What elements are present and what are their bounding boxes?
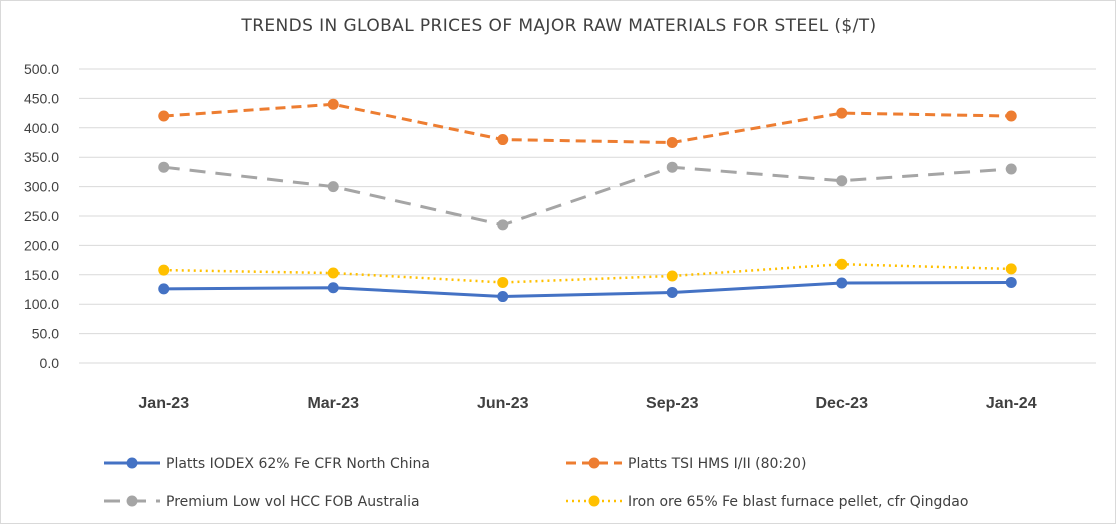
series-lines	[158, 98, 1017, 303]
data-point	[666, 286, 678, 298]
data-point	[1005, 110, 1017, 122]
x-axis-ticks: Jan-23 Mar-23 Jun-23 Sep-23 Dec-23 Jan-24	[138, 395, 1036, 412]
x-tick-label: Dec-23	[816, 395, 869, 412]
data-point	[497, 219, 509, 231]
data-point	[836, 107, 848, 119]
data-point	[1005, 163, 1017, 175]
legend-label: Premium Low vol HCC FOB Australia	[166, 494, 420, 510]
data-point	[836, 277, 848, 289]
series-line	[163, 280, 1012, 299]
data-point	[1005, 263, 1017, 275]
data-point	[158, 283, 170, 295]
data-point	[327, 98, 339, 110]
series-1	[158, 98, 1017, 148]
x-tick-label: Jan-24	[986, 395, 1037, 412]
series-0	[158, 276, 1017, 303]
legend-label: Iron ore 65% Fe blast furnace pellet, cf…	[628, 494, 968, 510]
y-tick-label: 450.0	[24, 90, 59, 106]
data-point	[666, 161, 678, 173]
y-tick-label: 150.0	[24, 267, 59, 283]
legend-marker	[126, 495, 138, 507]
series-line	[163, 102, 1012, 144]
series-2	[158, 161, 1017, 231]
data-point	[1005, 276, 1017, 288]
data-point	[327, 282, 339, 294]
chart-title: TRENDS IN GLOBAL PRICES OF MAJOR RAW MAT…	[240, 16, 876, 36]
data-point	[497, 291, 509, 303]
data-point	[666, 137, 678, 148]
series-line	[163, 262, 1012, 284]
y-tick-label: 100.0	[24, 296, 59, 312]
legend-item: Platts IODEX 62% Fe CFR North China	[104, 456, 430, 472]
data-point	[158, 264, 170, 276]
x-tick-label: Mar-23	[307, 395, 359, 412]
data-point	[666, 270, 678, 282]
legend-item: Iron ore 65% Fe blast furnace pellet, cf…	[566, 494, 968, 510]
data-point	[497, 134, 509, 146]
y-tick-label: 500.0	[24, 61, 59, 77]
y-tick-label: 300.0	[24, 179, 59, 195]
legend: Platts IODEX 62% Fe CFR North China Platt…	[104, 456, 968, 510]
legend-marker	[588, 495, 600, 507]
y-axis-ticks: 0.0 50.0 100.0 150.0 200.0 250.0 300.0 350.0 400…	[24, 61, 59, 371]
series-3	[158, 258, 1017, 288]
legend-marker	[126, 457, 138, 469]
data-point	[327, 267, 339, 279]
x-tick-label: Jun-23	[477, 395, 529, 412]
data-point	[158, 110, 170, 122]
data-point	[836, 175, 848, 187]
legend-label: Platts IODEX 62% Fe CFR North China	[166, 456, 430, 472]
legend-label: Platts TSI HMS I/II (80:20)	[628, 456, 806, 472]
data-point	[497, 276, 509, 288]
x-tick-label: Jan-23	[138, 395, 189, 412]
x-tick-label: Sep-23	[646, 395, 699, 412]
data-point	[327, 181, 339, 193]
series-line	[163, 165, 1012, 227]
y-tick-label: 0.0	[40, 355, 60, 371]
y-tick-label: 200.0	[24, 237, 59, 253]
gridlines	[79, 68, 1096, 364]
y-tick-label: 350.0	[24, 149, 59, 165]
data-point	[158, 161, 170, 173]
legend-marker	[588, 457, 600, 469]
y-tick-label: 400.0	[24, 120, 59, 136]
data-point	[836, 258, 848, 270]
y-tick-label: 250.0	[24, 208, 59, 224]
legend-item: Platts TSI HMS I/II (80:20)	[566, 456, 806, 472]
y-tick-label: 50.0	[32, 326, 59, 342]
legend-item: Premium Low vol HCC FOB Australia	[104, 494, 420, 510]
